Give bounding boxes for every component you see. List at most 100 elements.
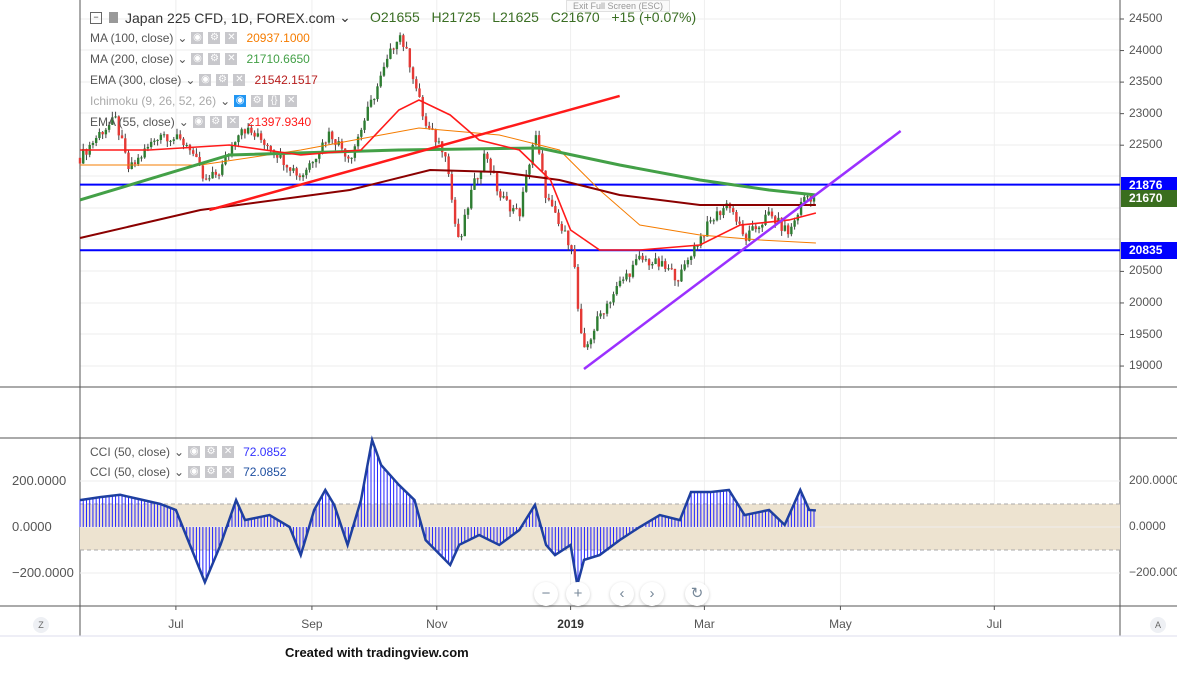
candle-body [127, 152, 130, 169]
gear-icon[interactable]: ⚙ [216, 74, 229, 86]
zoom-in-button[interactable]: + [566, 582, 590, 606]
candle-body [793, 220, 796, 227]
cci-legend[interactable]: CCI (50, close) ⌄ ◉ ⚙ ✕ 72.0852 [90, 465, 286, 479]
indicator-legend[interactable]: EMA (300, close) ⌄ ◉ ⚙ ✕ 21542.1517 [90, 73, 318, 87]
chevron-down-icon[interactable]: ⌄ [177, 31, 188, 45]
candle-body [647, 259, 651, 266]
candle-body [382, 66, 386, 76]
indicator-label: Ichimoku (9, 26, 52, 26) [90, 94, 217, 108]
chevron-down-icon[interactable]: ⌄ [178, 115, 189, 129]
candle-body [447, 156, 450, 175]
indicator-legend[interactable]: Ichimoku (9, 26, 52, 26) ⌄ ◉ ⚙ {} ✕ [90, 94, 306, 108]
candle-body [169, 140, 172, 142]
eye-icon[interactable]: ◉ [191, 32, 204, 44]
candle-body [654, 258, 657, 265]
gear-icon[interactable]: ⚙ [251, 95, 264, 107]
scroll-left-button[interactable]: ‹ [610, 582, 634, 606]
indicator-legend[interactable]: EMA (55, close) ⌄ ◉ ⚙ ✕ 21397.9340 [90, 115, 311, 129]
candle-body [421, 97, 424, 117]
candle-body [424, 116, 428, 126]
price-tag: 21670 [1121, 189, 1177, 207]
indicator-legend[interactable]: MA (100, close) ⌄ ◉ ⚙ ✕ 20937.1000 [90, 31, 310, 45]
zoom-corner-button[interactable]: Z [33, 617, 49, 633]
candle-body [518, 208, 521, 217]
candle-body [311, 162, 315, 164]
candle-body [537, 135, 541, 154]
braces-icon[interactable]: {} [268, 95, 281, 107]
close-icon[interactable]: ✕ [233, 74, 246, 86]
time-label: Jul [168, 617, 184, 631]
gear-icon[interactable]: ⚙ [209, 116, 222, 128]
price-tick-label: 22500 [1129, 137, 1163, 152]
candle-body [761, 224, 764, 228]
indicator-legend[interactable]: MA (200, close) ⌄ ◉ ⚙ ✕ 21710.6650 [90, 52, 310, 66]
chevron-down-icon[interactable]: ⌄ [177, 52, 188, 66]
price-tick-label: 19500 [1129, 326, 1163, 341]
candle-body [143, 148, 146, 158]
candle-body [812, 197, 816, 202]
trend-line [583, 130, 902, 371]
time-label: Jul [986, 617, 1002, 631]
price-tick-label: 23500 [1129, 74, 1163, 89]
gear-icon[interactable]: ⚙ [205, 466, 218, 478]
gear-icon[interactable]: ⚙ [205, 446, 218, 458]
candle-body [579, 308, 583, 334]
price-tick-label: 24500 [1129, 11, 1163, 25]
collapse-icon[interactable]: − [90, 11, 102, 24]
chevron-down-icon[interactable]: ⌄ [339, 9, 351, 25]
candle-body [288, 167, 292, 171]
cci-line [79, 435, 816, 586]
symbol-legend[interactable]: − Japan 225 CFD, 1D, FOREX.com ⌄ [90, 9, 351, 26]
chevron-down-icon[interactable]: ⌄ [174, 465, 185, 479]
chevron-down-icon[interactable]: ⌄ [185, 73, 196, 87]
close-icon[interactable]: ✕ [222, 446, 235, 458]
candle-body [696, 245, 699, 247]
candle-body [609, 302, 612, 304]
close-icon[interactable]: ✕ [225, 53, 238, 65]
candle-body [644, 259, 648, 261]
candle-body [363, 120, 366, 130]
gear-icon[interactable]: ⚙ [208, 53, 221, 65]
candle-body [285, 164, 289, 168]
eye-icon[interactable]: ◉ [192, 116, 205, 128]
scroll-right-button[interactable]: › [640, 582, 664, 606]
candle-body [250, 127, 253, 133]
eye-icon[interactable]: ◉ [188, 446, 201, 458]
chevron-down-icon[interactable]: ⌄ [174, 445, 185, 459]
cci-tick-label-left: −200.0000 [12, 565, 74, 580]
candle-body [550, 199, 554, 207]
eye-icon[interactable]: ◉ [234, 95, 247, 107]
candle-body [764, 214, 767, 225]
candle-body [282, 152, 285, 165]
eye-icon[interactable]: ◉ [191, 53, 204, 65]
indicator-value: 72.0852 [243, 445, 287, 459]
auto-scale-button[interactable]: A [1150, 617, 1166, 633]
candle-body [405, 46, 408, 49]
gear-icon[interactable]: ⚙ [208, 32, 221, 44]
candle-body [217, 174, 221, 176]
close-icon[interactable]: ✕ [225, 32, 238, 44]
close-icon[interactable]: ✕ [226, 116, 239, 128]
candle-body [340, 141, 344, 149]
eye-icon[interactable]: ◉ [188, 466, 201, 478]
candle-body [528, 164, 531, 175]
candle-body [198, 157, 201, 166]
close-icon[interactable]: ✕ [222, 466, 235, 478]
close-icon[interactable]: ✕ [285, 95, 298, 107]
cci-legend[interactable]: CCI (50, close) ⌄ ◉ ⚙ ✕ 72.0852 [90, 445, 286, 459]
candle-body [683, 264, 686, 270]
candle-body [660, 261, 664, 267]
candle-body [515, 208, 518, 210]
candle-body [182, 138, 185, 146]
indicator-value: 72.0852 [243, 465, 287, 479]
candle-body [463, 214, 466, 237]
reset-chart-button[interactable]: ↻ [685, 582, 709, 606]
candle-body [318, 152, 321, 159]
exit-fullscreen-button[interactable]: Exit Full Screen (ESC) [566, 0, 671, 12]
chevron-down-icon[interactable]: ⌄ [220, 94, 231, 108]
eye-icon[interactable]: ◉ [199, 74, 212, 86]
candle-body [612, 294, 615, 303]
zoom-out-button[interactable]: − [534, 582, 558, 606]
candle-body [179, 134, 182, 139]
